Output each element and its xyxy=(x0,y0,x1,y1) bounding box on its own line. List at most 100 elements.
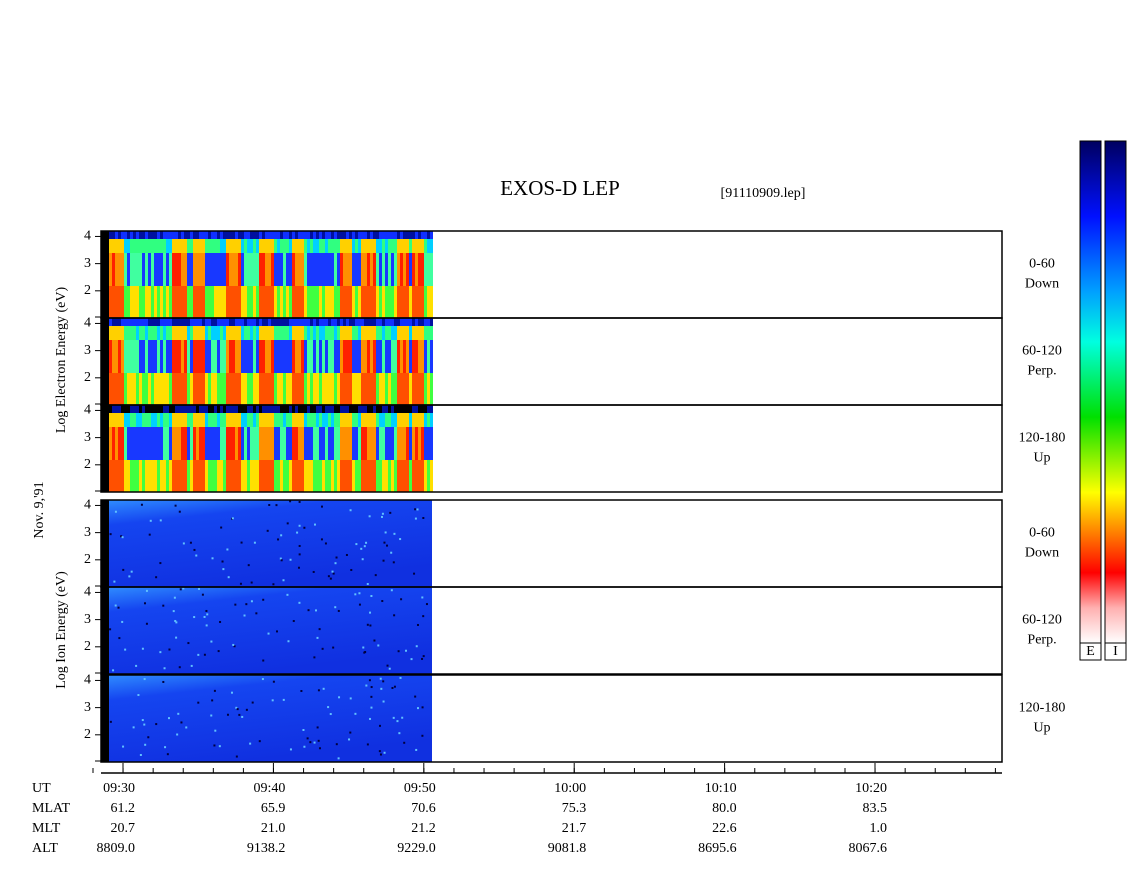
spectrum-texture xyxy=(193,616,196,619)
spectrum-texture xyxy=(355,231,358,239)
spectrum-texture xyxy=(364,318,367,326)
angle-label: 120-180 xyxy=(1019,431,1066,446)
spectrum-texture xyxy=(280,405,283,413)
spectrum-texture xyxy=(166,427,169,460)
spectrum-texture xyxy=(124,326,127,340)
spectrum-texture xyxy=(163,318,166,326)
spectrum-texture xyxy=(289,460,292,492)
spectrum-texture xyxy=(418,286,421,318)
orbit-value: 10:00 xyxy=(554,781,586,796)
spectrum-texture xyxy=(259,326,262,340)
spectrum-texture xyxy=(240,541,243,544)
spectrum-texture xyxy=(169,326,172,340)
spectrum-texture xyxy=(172,318,175,326)
spectrum-texture xyxy=(139,286,142,318)
spectrum-texture xyxy=(409,231,412,239)
spectrum-texture xyxy=(259,231,262,239)
spectrum-texture xyxy=(383,751,386,754)
spectrum-texture xyxy=(303,745,306,748)
spectrum-texture xyxy=(220,239,223,253)
spectrum-texture xyxy=(346,253,349,286)
spectrum-texture xyxy=(379,413,382,427)
data-gap xyxy=(101,587,109,674)
spectrum-texture xyxy=(422,615,425,618)
spectrum-texture xyxy=(413,572,416,575)
spectrum-texture xyxy=(232,326,235,340)
spectrum-texture xyxy=(124,405,127,413)
spectrum-texture xyxy=(208,239,211,253)
spectrum-texture xyxy=(391,405,394,413)
spectrum-texture xyxy=(427,231,430,239)
spectrum-texture xyxy=(115,286,118,318)
spectrum-texture xyxy=(229,405,232,413)
spectrum-texture xyxy=(418,326,421,340)
spectrum-texture xyxy=(133,326,136,340)
spectrum-texture xyxy=(151,326,154,340)
spectrum-texture xyxy=(370,318,373,326)
spectrum-texture xyxy=(256,231,259,239)
spectrum-texture xyxy=(154,253,157,286)
spectrum-texture xyxy=(250,286,253,318)
spectrum-texture xyxy=(268,318,271,326)
spectrum-texture xyxy=(289,500,292,503)
spectrum-texture xyxy=(115,427,118,460)
spectrum-texture xyxy=(283,373,286,405)
spectrum-texture xyxy=(232,373,235,405)
spectrum-texture xyxy=(286,405,289,413)
spectrum-texture xyxy=(184,373,187,405)
spectrum-texture xyxy=(376,253,379,286)
spectrum-texture xyxy=(352,326,355,340)
spectrum-texture xyxy=(349,697,352,700)
spectrum-texture xyxy=(292,318,295,326)
spectrum-texture xyxy=(322,413,325,427)
spectrum-texture xyxy=(184,318,187,326)
spectrum-texture xyxy=(169,340,172,373)
spectrum-texture xyxy=(196,239,199,253)
spectrum-texture xyxy=(337,413,340,427)
spectrum-texture xyxy=(358,318,361,326)
spectrum-texture xyxy=(166,413,169,427)
spectrum-texture xyxy=(234,603,237,606)
spectrum-texture xyxy=(286,318,289,326)
spectrum-texture xyxy=(338,696,341,699)
spectrum-texture xyxy=(343,239,346,253)
spectrum-texture xyxy=(295,326,298,340)
spectrum-texture xyxy=(121,413,124,427)
spectrum-texture xyxy=(298,231,301,239)
spectrum-texture xyxy=(187,231,190,239)
spectrum-texture xyxy=(143,723,146,726)
spectrum-texture xyxy=(421,734,424,737)
spectrum-texture xyxy=(118,373,121,405)
spectrum-texture xyxy=(418,253,421,286)
spectrum-texture xyxy=(286,340,289,373)
spectrum-texture xyxy=(313,373,316,405)
spectrum-texture xyxy=(382,326,385,340)
spectrum-texture xyxy=(265,326,268,340)
orbit-value: 21.7 xyxy=(562,821,587,836)
spectrum-texture xyxy=(205,413,208,427)
spectrum-texture xyxy=(121,460,124,492)
spectrum-texture xyxy=(386,664,389,667)
spectrum-texture xyxy=(316,253,319,286)
spectrum-texture xyxy=(256,326,259,340)
spectrum-texture xyxy=(412,286,415,318)
spectrum-texture xyxy=(213,689,216,692)
spectrum-texture xyxy=(219,620,222,623)
y-tick-label: 2 xyxy=(84,283,91,298)
y-tick-label: 2 xyxy=(84,457,91,472)
spectrum-texture xyxy=(373,318,376,326)
spectrum-texture xyxy=(247,231,250,239)
spectrum-texture xyxy=(382,286,385,318)
spectrum-texture xyxy=(352,460,355,492)
y-tick-label: 2 xyxy=(84,370,91,385)
spectrum-texture xyxy=(393,532,396,535)
spectrum-texture xyxy=(382,413,385,427)
spectrum-texture xyxy=(247,373,250,405)
spectrum-texture xyxy=(115,460,118,492)
spectrum-texture xyxy=(277,231,280,239)
spectrum-texture xyxy=(331,405,334,413)
spectrum-texture xyxy=(199,340,202,373)
spectrum-texture xyxy=(124,373,127,405)
spectrum-texture xyxy=(226,231,229,239)
spectrum-texture xyxy=(139,253,142,286)
